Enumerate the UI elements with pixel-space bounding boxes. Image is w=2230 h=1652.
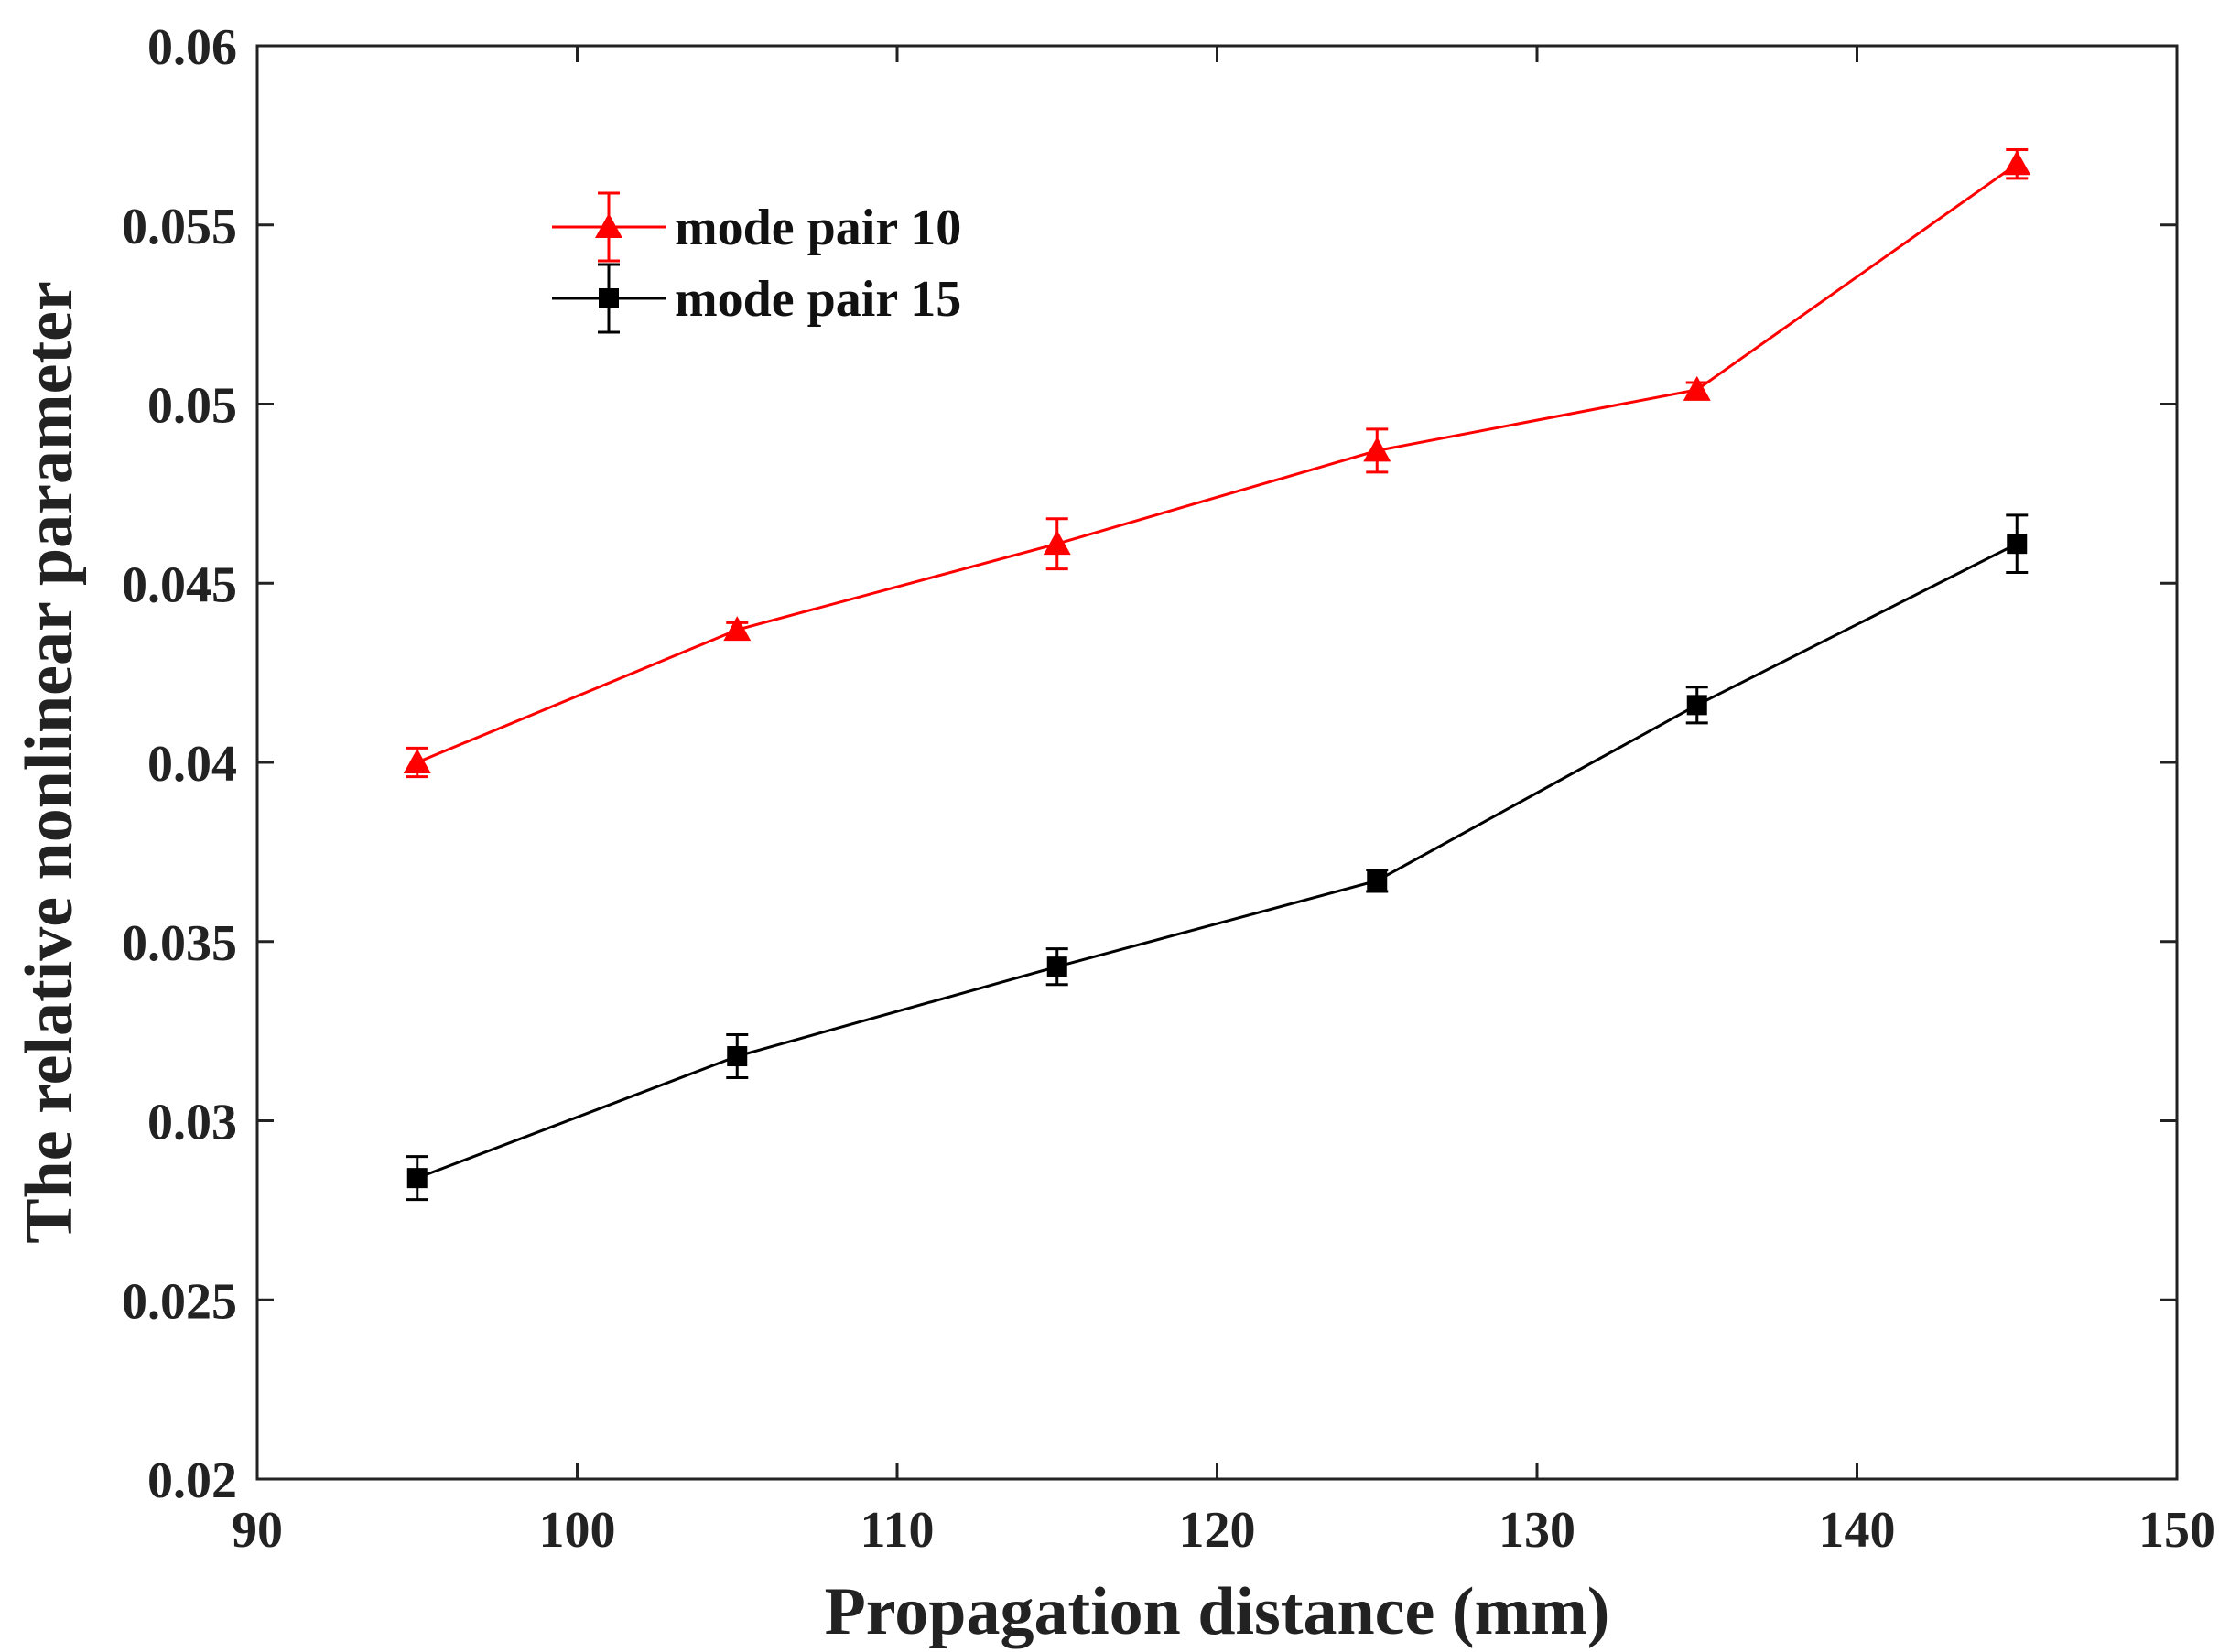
data-point [1683, 375, 1711, 401]
y-tick-label: 0.02 [147, 1452, 237, 1509]
data-point [1046, 956, 1067, 977]
series-layer [403, 148, 2031, 1202]
data-point [1367, 870, 1388, 891]
data-point [406, 1168, 428, 1189]
y-tick-label: 0.055 [122, 199, 237, 255]
y-tick-label: 0.04 [147, 736, 237, 793]
x-tick-label: 140 [1819, 1502, 1896, 1559]
series-line [417, 542, 2018, 1180]
y-tick-label: 0.025 [122, 1273, 237, 1330]
data-point [723, 616, 752, 642]
series-line [417, 162, 2019, 764]
y-axis-title: The relative nonlinear parameter [12, 281, 87, 1244]
series-2 [406, 513, 2029, 1202]
data-point [403, 749, 431, 773]
x-axis-title: Propagation distance (mm) [825, 1574, 1610, 1649]
data-point [1363, 437, 1391, 462]
y-tick-label: 0.03 [147, 1095, 237, 1151]
data-point [727, 1046, 748, 1067]
y-tick-label: 0.045 [122, 556, 237, 613]
legend-label: mode pair 10 [675, 200, 961, 256]
data-point [2003, 150, 2031, 176]
legend-marker [595, 213, 622, 238]
legend: mode pair 10 mode pair 15 [552, 191, 961, 334]
y-tick-label: 0.06 [147, 19, 237, 76]
x-tick-label: 130 [1499, 1502, 1575, 1559]
x-tick-label: 100 [539, 1502, 616, 1559]
data-point [1686, 695, 1707, 716]
data-point [2007, 534, 2028, 555]
legend-label: mode pair 15 [675, 271, 961, 328]
legend-entry: mode pair 15 [552, 263, 961, 334]
series-1 [403, 148, 2031, 779]
x-tick-label: 120 [1179, 1502, 1256, 1559]
y-tick-label: 0.035 [122, 915, 237, 972]
y-tick-label: 0.05 [147, 378, 237, 435]
x-tick-label: 110 [861, 1502, 935, 1559]
legend-marker [599, 288, 619, 308]
data-point [1043, 530, 1071, 556]
axis-ticks: 90 100 110 120 130 140 150 0.02 0.025 0.03 0.035 0.… [122, 19, 2215, 1559]
x-tick-label: 90 [232, 1502, 283, 1559]
legend-entry: mode pair 10 [552, 191, 961, 263]
x-tick-label: 150 [2138, 1502, 2215, 1559]
